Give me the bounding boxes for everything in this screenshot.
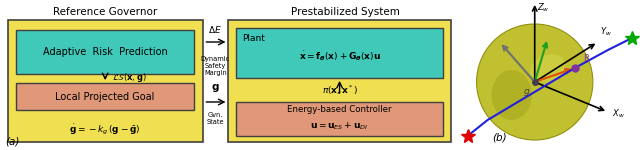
FancyBboxPatch shape xyxy=(236,102,443,136)
Text: $\mathbf{g}$: $\mathbf{g}$ xyxy=(211,82,220,94)
Text: R: R xyxy=(583,54,589,63)
Text: Dynamic
Safety
Margin: Dynamic Safety Margin xyxy=(201,56,230,76)
Text: Plant: Plant xyxy=(243,34,266,43)
FancyBboxPatch shape xyxy=(16,83,195,110)
Text: Energy-based Controller: Energy-based Controller xyxy=(287,105,392,114)
Text: Local Projected Goal: Local Projected Goal xyxy=(56,92,155,102)
Text: $\pi(\mathbf{x}, \mathbf{x}^*)$: $\pi(\mathbf{x}, \mathbf{x}^*)$ xyxy=(322,83,358,97)
Text: (b): (b) xyxy=(492,132,507,142)
FancyBboxPatch shape xyxy=(228,20,451,142)
Circle shape xyxy=(477,24,593,140)
Text: $\Delta E$: $\Delta E$ xyxy=(209,24,222,35)
Text: $Y_w$: $Y_w$ xyxy=(600,26,612,38)
FancyBboxPatch shape xyxy=(16,30,195,74)
Text: $\dot{\mathbf{x}} = \mathbf{f}_{\boldsymbol{\theta}}(\mathbf{x}) + \mathbf{G}_{\: $\dot{\mathbf{x}} = \mathbf{f}_{\boldsym… xyxy=(299,49,381,63)
Text: Adaptive  Risk  Prediction: Adaptive Risk Prediction xyxy=(43,47,168,57)
Ellipse shape xyxy=(530,54,565,82)
Text: g: g xyxy=(524,87,529,96)
Text: $\mathcal{L}\mathcal{S}(\mathbf{x},\mathbf{g})$: $\mathcal{L}\mathcal{S}(\mathbf{x},\math… xyxy=(112,72,147,84)
Text: $X_w$: $X_w$ xyxy=(612,108,625,120)
Text: (a): (a) xyxy=(5,136,19,146)
Text: Gvn.
State: Gvn. State xyxy=(207,112,224,125)
FancyBboxPatch shape xyxy=(236,28,443,78)
Text: $\mathbf{u} = \mathbf{u}_{ES} + \mathbf{u}_{DI}$: $\mathbf{u} = \mathbf{u}_{ES} + \mathbf{… xyxy=(310,120,369,132)
Text: $Z_w$: $Z_w$ xyxy=(537,2,550,15)
Text: Reference Governor: Reference Governor xyxy=(53,7,157,17)
Ellipse shape xyxy=(492,70,532,120)
Text: Prestabilized System: Prestabilized System xyxy=(291,7,400,17)
FancyBboxPatch shape xyxy=(8,20,204,142)
Text: $\dot{\mathbf{g}} = -k_g\,(\mathbf{g} - \bar{\mathbf{g}})$: $\dot{\mathbf{g}} = -k_g\,(\mathbf{g} - … xyxy=(69,123,141,137)
